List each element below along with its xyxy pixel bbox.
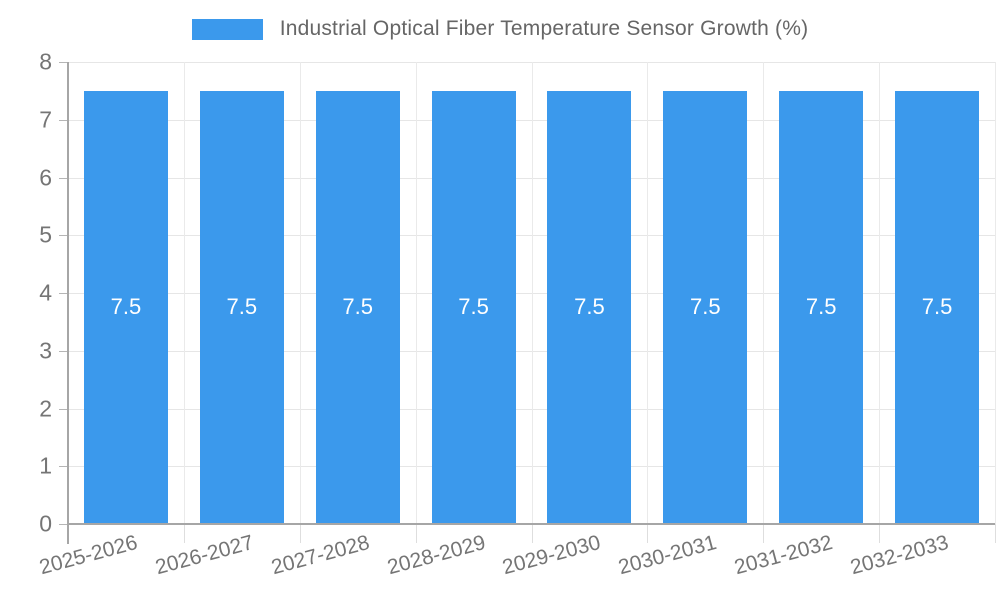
bar-2029-2030[interactable]: 7.5 xyxy=(547,90,632,524)
v-gridline xyxy=(183,62,185,524)
x-tick xyxy=(299,524,301,543)
y-axis-labels: 8 7 6 5 4 3 2 1 0 xyxy=(0,49,54,537)
x-tick-label: 2030-2031 xyxy=(616,531,720,580)
y-tick xyxy=(59,177,68,179)
plot-area: 7.5 7.5 7.5 7.5 7.5 xyxy=(59,62,996,544)
bar-2031-2032[interactable]: 7.5 xyxy=(779,90,864,524)
bar-slot: 7.5 xyxy=(532,62,648,524)
bar-value-label: 7.5 xyxy=(342,294,373,320)
x-tick-label: 2032-2033 xyxy=(848,531,952,580)
y-axis-line xyxy=(67,62,69,544)
bar-2028-2029[interactable]: 7.5 xyxy=(431,90,516,524)
bar-value-label: 7.5 xyxy=(226,294,258,320)
bar-slot: 7.5 xyxy=(68,62,184,524)
bar-value-label: 7.5 xyxy=(805,294,837,320)
y-tick xyxy=(59,62,68,63)
y-tick xyxy=(59,235,68,237)
x-tick xyxy=(647,524,649,543)
x-tick xyxy=(995,524,996,543)
legend: Industrial Optical Fiber Temperature Sen… xyxy=(0,17,1000,41)
y-tick-label: 4 xyxy=(39,279,52,306)
v-gridline xyxy=(415,62,417,524)
x-tick-label: 2027-2028 xyxy=(268,531,372,580)
bar-slot: 7.5 xyxy=(647,62,763,524)
x-tick-label: 2025-2026 xyxy=(36,531,140,580)
v-gridline xyxy=(531,62,533,524)
x-tick xyxy=(879,524,881,543)
y-tick-label: 0 xyxy=(39,510,52,537)
bar-2032-2033[interactable]: 7.5 xyxy=(895,90,980,524)
x-tick-label: 2031-2032 xyxy=(732,531,836,580)
y-tick-label: 2 xyxy=(39,395,52,421)
y-tick xyxy=(59,119,68,121)
v-gridline xyxy=(879,62,881,524)
x-tick xyxy=(531,524,533,543)
legend-label: Industrial Optical Fiber Temperature Sen… xyxy=(279,17,809,40)
bar-value-label: 7.5 xyxy=(574,294,605,320)
bar-series: 7.5 7.5 7.5 7.5 7.5 xyxy=(68,62,995,524)
bar-2026-2027[interactable]: 7.5 xyxy=(199,90,284,524)
bar-value-label: 7.5 xyxy=(921,294,953,320)
legend-swatch xyxy=(191,18,263,40)
bar-value-label: 7.5 xyxy=(110,294,142,320)
bar-2025-2026[interactable]: 7.5 xyxy=(83,90,168,524)
bar-2027-2028[interactable]: 7.5 xyxy=(315,90,400,524)
x-tick xyxy=(763,524,765,543)
y-tick xyxy=(59,524,68,525)
legend-item[interactable]: Industrial Optical Fiber Temperature Sen… xyxy=(191,17,809,41)
y-tick xyxy=(59,293,68,294)
y-tick xyxy=(59,408,68,410)
x-axis-labels: 2025-2026 2026-2027 2027-2028 2028-2029 … xyxy=(37,531,995,600)
x-tick-label: 2026-2027 xyxy=(152,531,256,580)
bar-slot: 7.5 xyxy=(879,62,995,524)
x-axis-line xyxy=(68,523,995,525)
bar-slot: 7.5 xyxy=(184,62,300,524)
v-gridline xyxy=(299,62,301,524)
y-tick-label: 5 xyxy=(39,221,52,248)
y-tick-label: 8 xyxy=(39,48,52,75)
x-tick-label: 2029-2030 xyxy=(500,531,604,580)
y-tick-label: 7 xyxy=(39,106,52,133)
v-gridline xyxy=(995,62,996,524)
v-gridline xyxy=(763,62,765,524)
x-tick-label: 2028-2029 xyxy=(384,531,488,580)
bar-slot: 7.5 xyxy=(416,62,532,524)
bar-slot: 7.5 xyxy=(300,62,416,524)
v-gridline xyxy=(647,62,649,524)
x-tick xyxy=(183,524,185,543)
x-tick xyxy=(415,524,417,543)
y-tick xyxy=(59,466,68,468)
y-tick xyxy=(59,350,68,352)
bar-2030-2031[interactable]: 7.5 xyxy=(663,90,748,524)
bar-value-label: 7.5 xyxy=(458,294,489,320)
y-tick-label: 3 xyxy=(39,337,52,364)
bar-value-label: 7.5 xyxy=(690,294,721,320)
bar-slot: 7.5 xyxy=(763,62,879,524)
y-tick-label: 6 xyxy=(39,164,52,190)
y-tick-label: 1 xyxy=(39,452,52,479)
